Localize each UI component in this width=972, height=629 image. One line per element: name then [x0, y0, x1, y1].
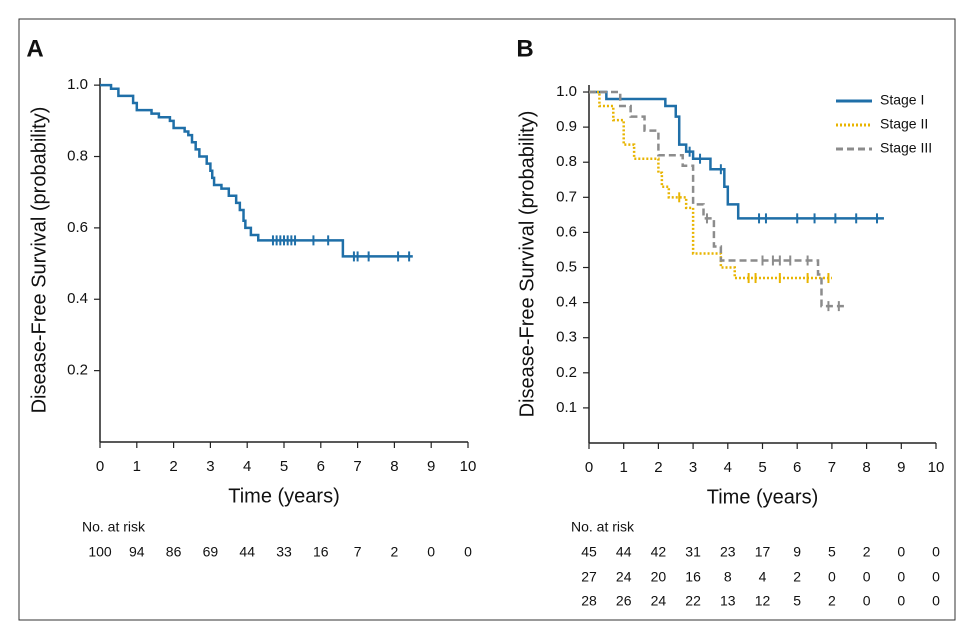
risk-count: 9 [793, 544, 801, 560]
risk-count: 16 [313, 544, 329, 560]
y-tick-label: 0.1 [556, 399, 577, 416]
x-tick-label: 7 [828, 459, 836, 476]
risk-count: 31 [685, 544, 701, 560]
x-tick-label: 0 [96, 458, 104, 475]
risk-count: 0 [828, 569, 836, 585]
x-tick-label: 5 [280, 458, 288, 475]
risk-count: 12 [755, 593, 771, 609]
y-tick-label: 0.4 [556, 294, 577, 311]
x-tick-label: 5 [758, 459, 766, 476]
risk-count: 0 [932, 569, 940, 585]
legend-label: Stage I [880, 92, 924, 108]
risk-count: 16 [685, 569, 701, 585]
x-tick-label: 1 [133, 458, 141, 475]
risk-count: 0 [932, 593, 940, 609]
risk-count: 23 [720, 544, 736, 560]
risk-count: 0 [897, 544, 905, 560]
survival-curve [589, 90, 832, 280]
risk-count: 5 [828, 544, 836, 560]
risk-count: 8 [724, 569, 732, 585]
risk-count: 20 [651, 569, 667, 585]
risk-count: 2 [793, 569, 801, 585]
x-tick-label: 6 [317, 458, 325, 475]
y-axis-label: Disease-Free Survival (probability) [516, 111, 538, 418]
legend-label: Stage III [880, 140, 932, 156]
risk-count: 0 [932, 544, 940, 560]
risk-count: 0 [427, 544, 435, 560]
risk-count: 7 [354, 544, 362, 560]
x-tick-label: 6 [793, 459, 801, 476]
risk-count: 69 [203, 544, 219, 560]
risk-count: 28 [581, 593, 597, 609]
survival-curve [100, 83, 413, 258]
risk-count: 94 [129, 544, 145, 560]
x-tick-label: 2 [169, 458, 177, 475]
y-tick-label: 1.0 [67, 76, 88, 93]
x-tick-label: 8 [862, 459, 870, 476]
x-tick-label: 1 [620, 459, 628, 476]
x-tick-label: 8 [390, 458, 398, 475]
y-tick-label: 0.9 [556, 118, 577, 135]
risk-count: 42 [651, 544, 667, 560]
risk-count: 17 [755, 544, 771, 560]
risk-count: 86 [166, 544, 182, 560]
x-tick-label: 4 [724, 459, 732, 476]
risk-count: 2 [828, 593, 836, 609]
y-tick-label: 0.6 [556, 223, 577, 240]
frame [18, 18, 956, 621]
risk-count: 22 [685, 593, 701, 609]
x-tick-label: 2 [654, 459, 662, 476]
risk-count: 24 [651, 593, 667, 609]
y-tick-label: 1.0 [556, 83, 577, 100]
x-axis-label: Time (years) [228, 485, 339, 507]
risk-count: 24 [616, 569, 632, 585]
risk-table-title: No. at risk [82, 519, 146, 535]
risk-count: 0 [863, 569, 871, 585]
risk-table-title: No. at risk [571, 519, 635, 535]
risk-count: 27 [581, 569, 597, 585]
risk-count: 45 [581, 544, 597, 560]
risk-count: 33 [276, 544, 292, 560]
y-tick-label: 0.8 [556, 153, 577, 170]
y-tick-label: 0.8 [67, 147, 88, 164]
y-tick-label: 0.2 [67, 362, 88, 379]
x-tick-label: 4 [243, 458, 251, 475]
risk-count: 2 [391, 544, 399, 560]
x-tick-label: 9 [427, 458, 435, 475]
risk-count: 26 [616, 593, 632, 609]
risk-count: 100 [88, 544, 112, 560]
y-tick-label: 0.7 [556, 188, 577, 205]
y-axis-label: Disease-Free Survival (probability) [28, 107, 50, 414]
risk-count: 0 [897, 593, 905, 609]
y-tick-label: 0.2 [556, 364, 577, 381]
risk-count: 44 [616, 544, 632, 560]
x-tick-label: 9 [897, 459, 905, 476]
x-axis-label: Time (years) [707, 486, 818, 508]
y-tick-label: 0.6 [67, 219, 88, 236]
risk-count: 4 [759, 569, 767, 585]
risk-count: 2 [863, 544, 871, 560]
y-tick-label: 0.4 [67, 290, 88, 307]
x-tick-label: 10 [928, 459, 945, 476]
risk-count: 0 [863, 593, 871, 609]
x-tick-label: 3 [689, 459, 697, 476]
x-tick-label: 7 [353, 458, 361, 475]
panel-label: B [516, 35, 533, 62]
survival-curve [589, 90, 846, 308]
legend-label: Stage II [880, 116, 928, 132]
risk-count: 13 [720, 593, 736, 609]
x-tick-label: 0 [585, 459, 593, 476]
x-tick-label: 10 [460, 458, 477, 475]
risk-count: 44 [239, 544, 255, 560]
x-tick-label: 3 [206, 458, 214, 475]
y-tick-label: 0.3 [556, 329, 577, 346]
risk-count: 5 [793, 593, 801, 609]
risk-count: 0 [897, 569, 905, 585]
y-tick-label: 0.5 [556, 258, 577, 275]
risk-count: 0 [464, 544, 472, 560]
panel-label: A [26, 35, 43, 62]
